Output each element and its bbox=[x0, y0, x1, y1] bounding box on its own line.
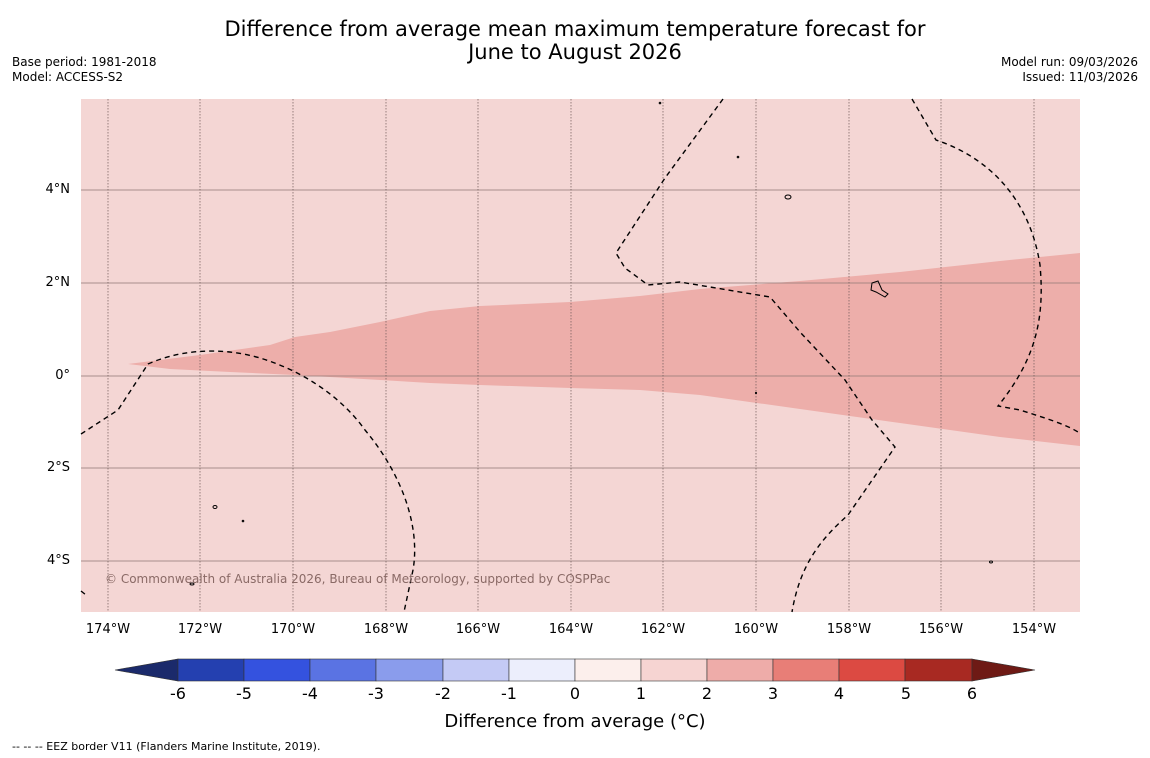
model-run: Model run: 09/03/2026 bbox=[1000, 55, 1138, 69]
colorbar-tick-m3: -3 bbox=[368, 684, 384, 703]
eez-footnote: -- -- -- EEZ border V11 (Flanders Marine… bbox=[12, 740, 321, 753]
eez-borders bbox=[80, 98, 1079, 613]
colorbar-tick-3: 3 bbox=[767, 684, 779, 703]
lat-label-4n: 4°N bbox=[45, 182, 71, 197]
model-name: Model: ACCESS-S2 bbox=[12, 70, 124, 84]
issued-date: Issued: 11/03/2026 bbox=[1022, 70, 1138, 84]
colorbar-tick-m5: -5 bbox=[236, 684, 252, 703]
colorbar-label: Difference from average (°C) bbox=[444, 711, 706, 732]
lon-label-154w: 154°W bbox=[1011, 622, 1057, 637]
lon-label-160w: 160°W bbox=[733, 622, 779, 637]
colorbar-segment-5 bbox=[904, 658, 973, 682]
colorbar-segment-m5 bbox=[243, 658, 311, 682]
island-small-6 bbox=[989, 560, 993, 564]
lon-label-174w: 174°W bbox=[85, 622, 131, 637]
lat-label-2s: 2°S bbox=[46, 460, 70, 475]
longitude-gridlines bbox=[107, 99, 1035, 612]
lon-label-156w: 156°W bbox=[918, 622, 964, 637]
island-small-2 bbox=[736, 155, 740, 159]
eez-border-east bbox=[911, 98, 1079, 433]
colorbar-tick-m1: -1 bbox=[501, 684, 517, 703]
colorbar-segment-1 bbox=[640, 658, 708, 682]
lon-label-170w: 170°W bbox=[270, 622, 316, 637]
colorbar-tick-1: 1 bbox=[635, 684, 647, 703]
lon-label-162w: 162°W bbox=[640, 622, 686, 637]
title-line-2: June to August 2026 bbox=[468, 40, 682, 64]
lon-label-158w: 158°W bbox=[826, 622, 872, 637]
lon-label-172w: 172°W bbox=[177, 622, 223, 637]
meta-right: Model run: 09/03/2026 Issued: 11/03/2026 bbox=[1001, 55, 1138, 85]
colorbar-tick-m2: -2 bbox=[435, 684, 451, 703]
eez-border-stub bbox=[80, 590, 87, 596]
anomaly-band-1-2 bbox=[128, 253, 1080, 446]
lat-label-4s: 4°S bbox=[46, 553, 70, 568]
lon-label-164w: 164°W bbox=[548, 622, 594, 637]
colorbar-tick-4: 4 bbox=[833, 684, 845, 703]
island-north bbox=[784, 194, 792, 200]
lon-label-166w: 166°W bbox=[455, 622, 501, 637]
map-title: Difference from average mean maximum tem… bbox=[0, 18, 1150, 64]
island-small-1 bbox=[658, 101, 662, 105]
latitude-gridlines bbox=[81, 189, 1080, 562]
eez-border-west bbox=[80, 350, 416, 613]
colorbar-tick-0: 0 bbox=[569, 684, 581, 703]
colorbar-segment-2 bbox=[706, 658, 774, 682]
title-line-1: Difference from average mean maximum tem… bbox=[224, 17, 926, 41]
island-small-4 bbox=[754, 391, 758, 395]
colorbar-segment-m4 bbox=[309, 658, 377, 682]
colorbar-tick-2: 2 bbox=[701, 684, 713, 703]
base-period: Base period: 1981-2018 bbox=[12, 55, 157, 69]
island-christmas bbox=[870, 280, 889, 298]
copyright-notice: © Commonwealth of Australia 2026, Bureau… bbox=[105, 572, 611, 586]
colorbar-tick-5: 5 bbox=[900, 684, 912, 703]
colorbar-segment-0 bbox=[574, 658, 642, 682]
meta-left: Base period: 1981-2018 Model: ACCESS-S2 bbox=[12, 55, 157, 85]
lon-label-168w: 168°W bbox=[363, 622, 409, 637]
colorbar-segment-m2 bbox=[442, 658, 510, 682]
colorbar-segment-3 bbox=[772, 658, 840, 682]
colorbar-extension-low bbox=[114, 658, 179, 682]
lat-label-0: 0° bbox=[55, 368, 70, 383]
colorbar-segment-4 bbox=[838, 658, 906, 682]
colorbar-extension-high bbox=[971, 658, 1036, 682]
island-small-5 bbox=[189, 582, 195, 586]
colorbar-segment-m6 bbox=[177, 658, 245, 682]
colorbar bbox=[114, 658, 1036, 682]
island-small-3 bbox=[241, 519, 245, 523]
eez-border-central bbox=[615, 98, 896, 613]
colorbar-segment-m1 bbox=[508, 658, 576, 682]
colorbar-tick-m4: -4 bbox=[302, 684, 318, 703]
colorbar-segment-m3 bbox=[375, 658, 444, 682]
island-west bbox=[212, 505, 218, 509]
lat-label-2n: 2°N bbox=[45, 275, 71, 290]
islands bbox=[189, 101, 993, 586]
colorbar-tick-m6: -6 bbox=[170, 684, 186, 703]
colorbar-tick-6: 6 bbox=[966, 684, 978, 703]
